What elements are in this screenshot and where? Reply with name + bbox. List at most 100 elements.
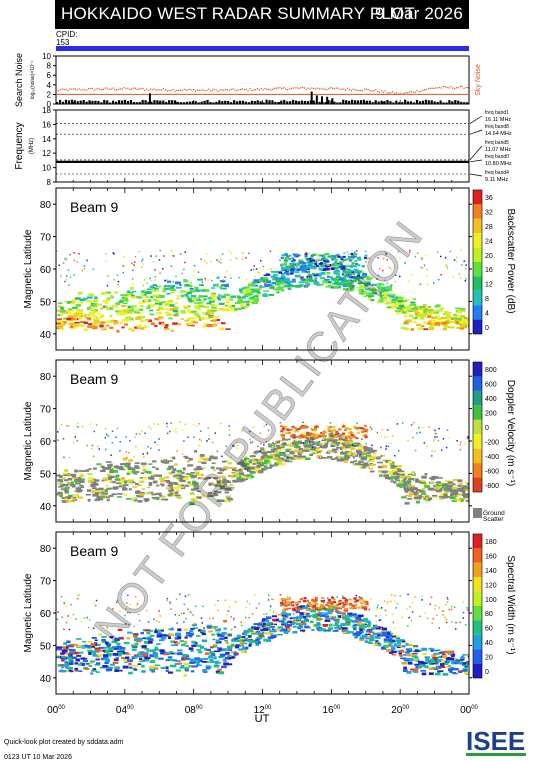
data-cell xyxy=(64,280,66,283)
data-cell xyxy=(269,464,274,468)
freq-band-value: 11.07 MHz xyxy=(485,147,511,153)
data-cell xyxy=(65,258,68,261)
data-cell xyxy=(133,261,136,263)
data-cell xyxy=(65,621,68,624)
data-cell xyxy=(87,498,91,502)
data-cell xyxy=(135,605,138,607)
data-cell xyxy=(290,260,294,263)
data-cell xyxy=(326,275,330,278)
data-cell xyxy=(175,598,178,600)
data-cell xyxy=(104,489,108,492)
data-cell xyxy=(67,301,74,304)
data-cell xyxy=(416,309,422,311)
data-cell xyxy=(416,496,422,500)
data-cell xyxy=(201,300,206,303)
data-cell xyxy=(449,650,455,654)
data-cell xyxy=(138,493,145,496)
noise-bar xyxy=(300,100,304,104)
data-cell xyxy=(268,293,275,296)
data-cell xyxy=(326,602,329,604)
data-cell xyxy=(351,620,357,623)
data-cell xyxy=(116,642,121,646)
data-cell xyxy=(389,463,395,466)
data-cell xyxy=(367,293,373,296)
data-cell xyxy=(436,324,441,327)
data-cell xyxy=(104,657,110,660)
data-cell xyxy=(240,624,243,627)
data-cell xyxy=(239,480,244,483)
data-cell xyxy=(292,436,296,439)
noise-point xyxy=(144,89,146,91)
data-cell xyxy=(280,266,287,270)
noise-bar xyxy=(153,100,156,104)
data-cell xyxy=(445,479,451,483)
data-cell xyxy=(92,310,97,313)
data-cell xyxy=(243,629,250,633)
data-cell xyxy=(353,451,356,454)
data-cell xyxy=(138,660,144,663)
data-cell xyxy=(344,428,348,431)
data-cell xyxy=(93,317,100,321)
data-cell xyxy=(223,620,228,623)
data-cell xyxy=(325,616,331,620)
data-cell xyxy=(448,668,453,672)
data-cell xyxy=(389,651,394,654)
data-cell xyxy=(338,435,343,438)
data-cell xyxy=(434,450,436,453)
data-cell xyxy=(166,432,169,435)
data-cell xyxy=(166,487,172,490)
data-cell xyxy=(427,659,432,662)
data-cell xyxy=(139,651,145,655)
data-cell xyxy=(331,437,335,440)
data-cell xyxy=(445,489,449,492)
data-cell xyxy=(305,283,311,287)
data-cell xyxy=(396,311,400,315)
data-cell xyxy=(331,256,335,259)
data-cell xyxy=(151,287,156,289)
data-cell xyxy=(247,639,252,643)
data-cell xyxy=(395,607,397,609)
data-cell xyxy=(364,640,368,643)
data-cell xyxy=(294,446,298,449)
data-cell xyxy=(355,250,358,252)
data-cell xyxy=(324,438,329,441)
data-cell xyxy=(353,425,357,428)
data-cell xyxy=(141,260,143,262)
data-cell xyxy=(370,288,377,292)
data-cell xyxy=(167,484,174,487)
data-cell xyxy=(187,322,193,326)
data-cell xyxy=(294,271,300,274)
data-cell xyxy=(384,250,387,253)
data-cell xyxy=(302,435,306,438)
data-cell xyxy=(318,611,321,614)
data-cell xyxy=(316,443,322,447)
data-cell xyxy=(354,445,356,447)
noise-bar xyxy=(371,102,374,104)
data-cell xyxy=(207,314,214,317)
data-cell xyxy=(147,446,149,448)
noise-point xyxy=(174,90,176,92)
data-cell xyxy=(261,451,266,455)
data-cell xyxy=(184,640,188,644)
data-cell xyxy=(127,451,130,454)
data-cell xyxy=(93,321,99,324)
noise-tick-label: 6 xyxy=(47,71,52,80)
noise-point xyxy=(408,91,411,93)
data-cell xyxy=(192,497,198,501)
data-cell xyxy=(62,262,65,264)
data-cell xyxy=(224,491,230,494)
data-cell xyxy=(132,646,138,648)
data-cell xyxy=(90,672,94,675)
data-cell xyxy=(408,309,414,313)
data-cell xyxy=(365,428,369,431)
noise-bar xyxy=(147,101,150,104)
data-cell xyxy=(364,633,371,636)
data-cell xyxy=(74,490,81,492)
data-cell xyxy=(234,308,238,311)
data-cell xyxy=(224,293,230,297)
data-cell xyxy=(208,295,214,299)
data-cell xyxy=(277,281,283,285)
data-cell xyxy=(300,434,304,437)
data-cell xyxy=(410,328,415,331)
data-cell xyxy=(175,275,177,278)
